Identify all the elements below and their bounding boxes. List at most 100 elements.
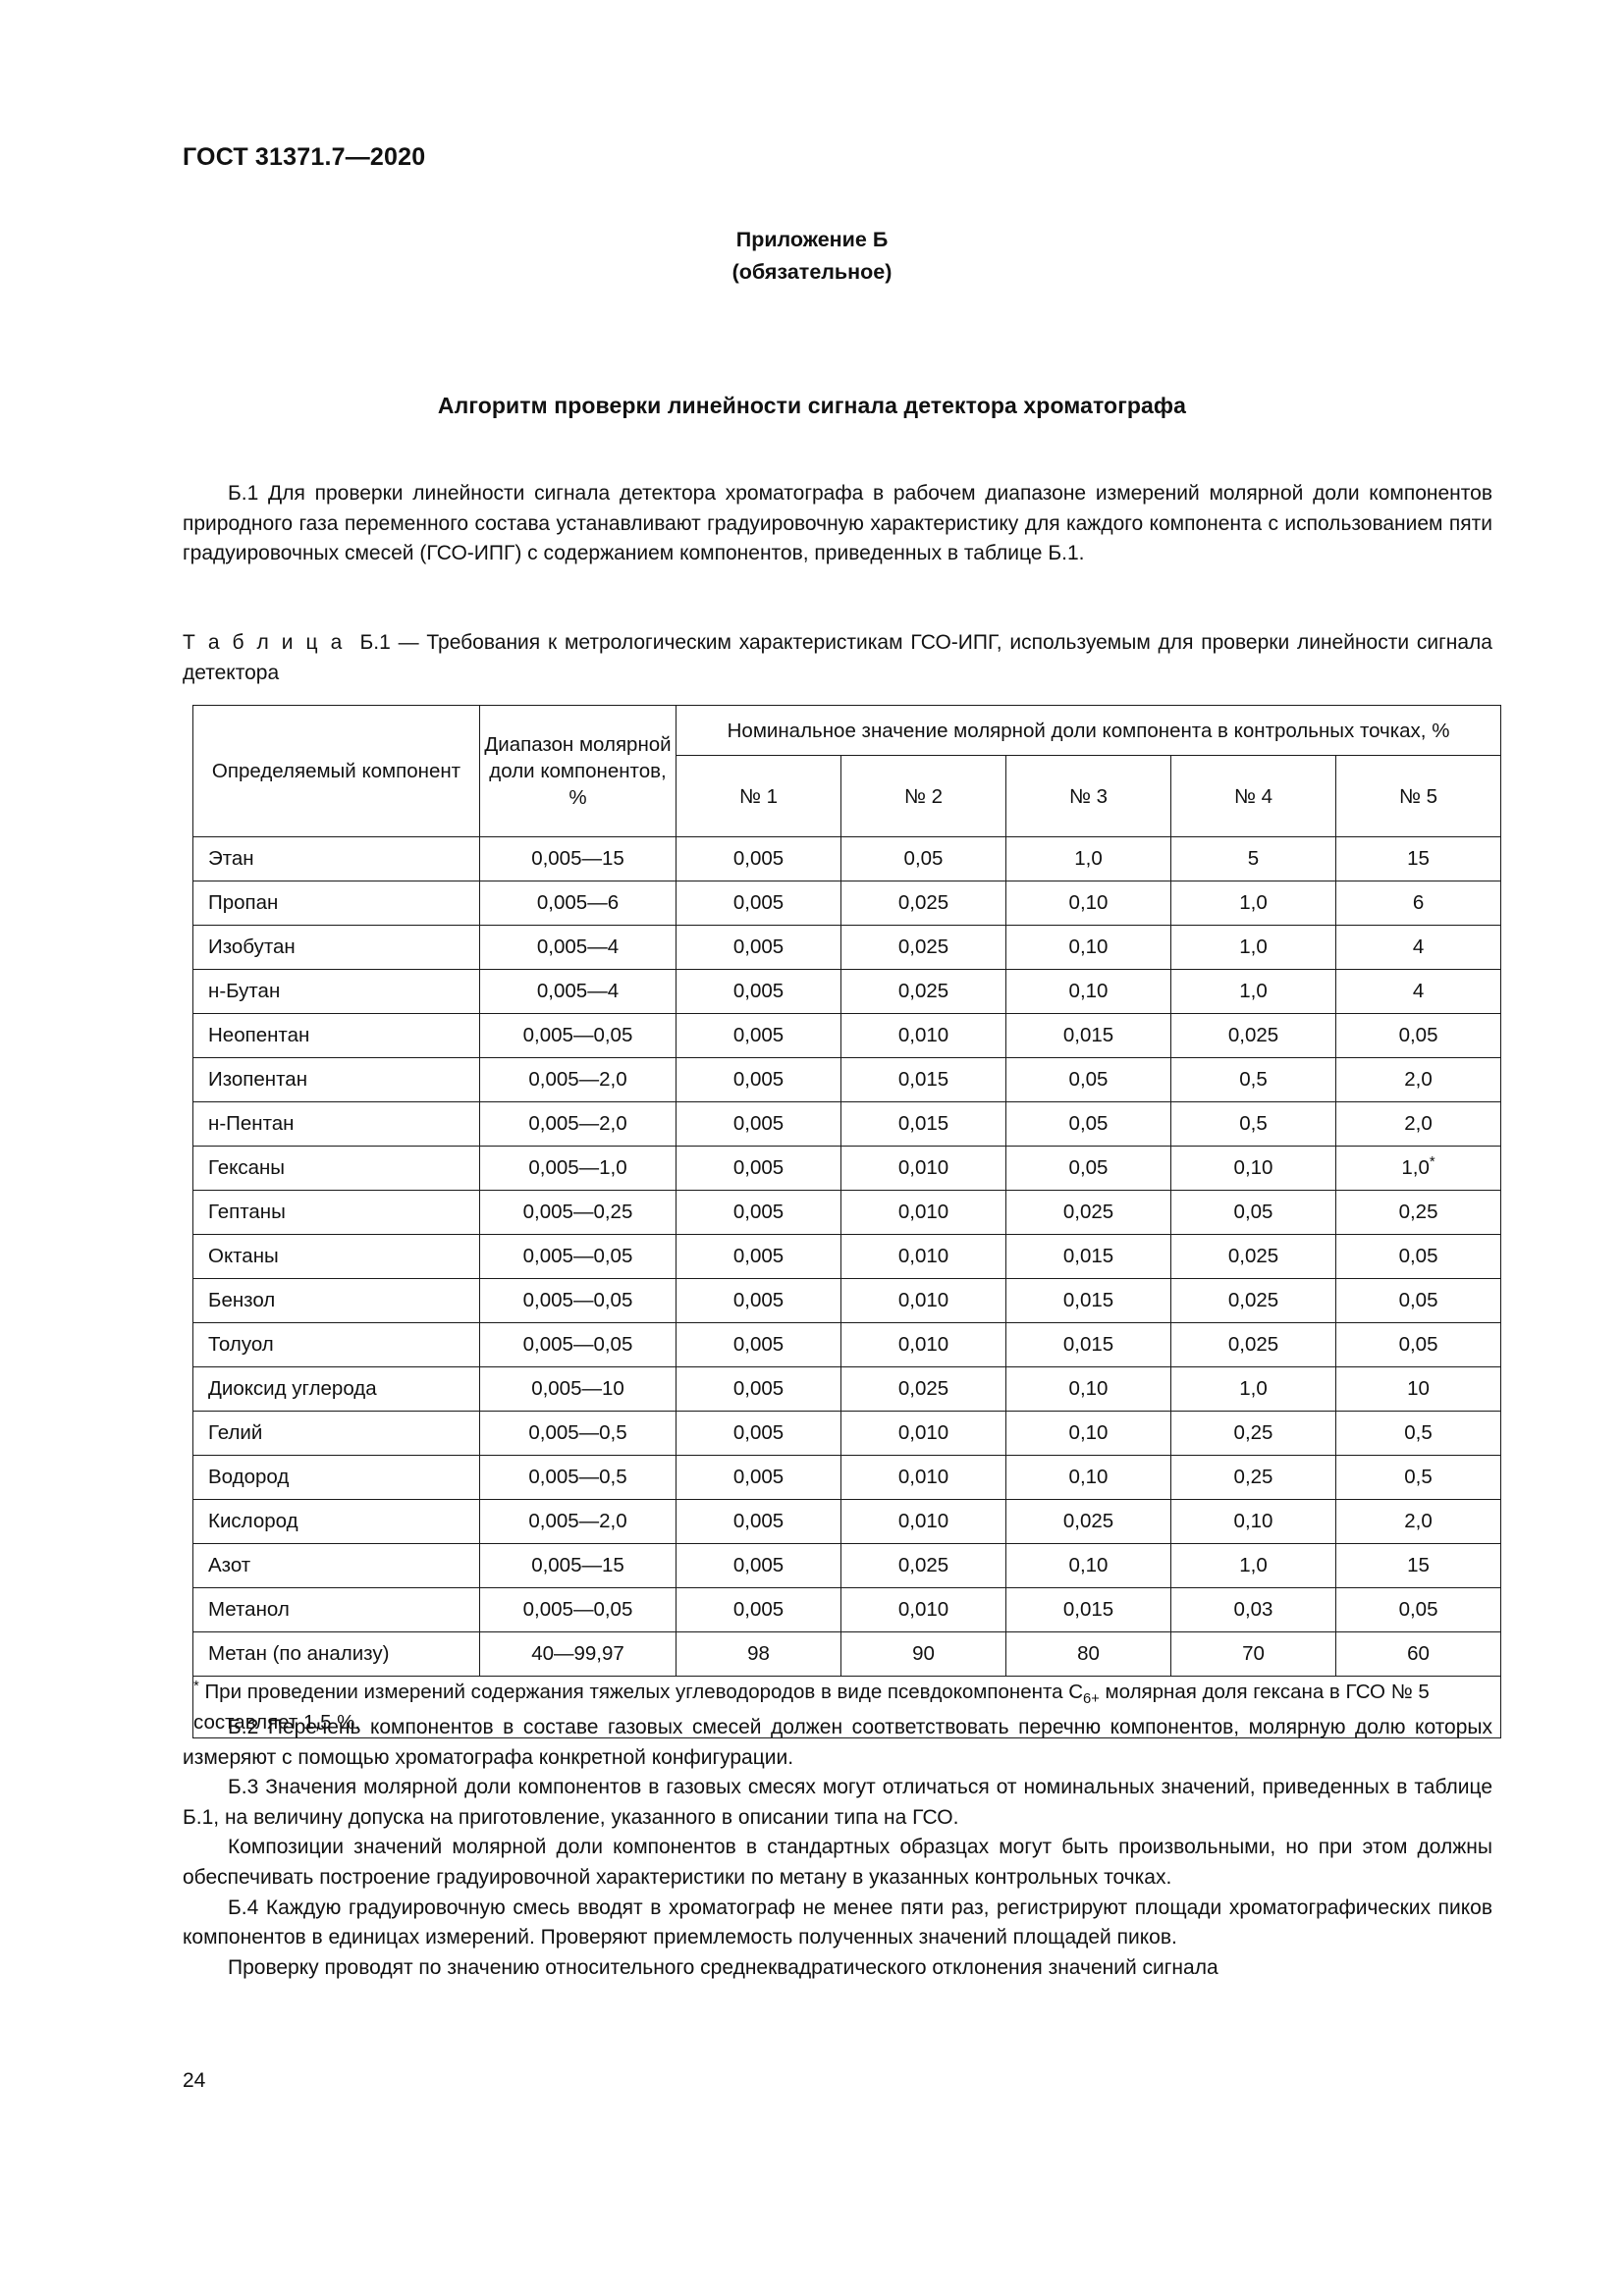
cell-point-1: 0,005: [676, 1411, 841, 1456]
cell-point-3: 0,05: [1005, 1101, 1171, 1147]
cell-range: 0,005—4: [479, 925, 677, 970]
cell-point-5: 0,05: [1334, 1322, 1502, 1367]
cell-point-2: 90: [840, 1631, 1006, 1677]
table-caption-container: Т а б л и ц а Б.1 — Требования к метроло…: [183, 628, 1492, 688]
table-row: Диоксид углерода 0,005—10 0,005 0,025 0,10 1,…: [192, 1366, 1502, 1412]
cell-point-4: 0,03: [1170, 1587, 1336, 1632]
table-row: Гелий 0,005—0,5 0,005 0,010 0,10 0,25 0,5: [192, 1411, 1502, 1456]
cell-range: 0,005—0,05: [479, 1322, 677, 1367]
cell-point-2: 0,010: [840, 1411, 1006, 1456]
cell-range: 0,005—0,5: [479, 1411, 677, 1456]
table-row: н-Бутан 0,005—4 0,005 0,025 0,10 1,0 4: [192, 969, 1502, 1014]
cell-component-name: Этан: [192, 836, 480, 881]
cell-point-2: 0,010: [840, 1234, 1006, 1279]
cell-range: 0,005—2,0: [479, 1499, 677, 1544]
cell-point-5: 0,5: [1334, 1411, 1502, 1456]
cell-range: 0,005—0,5: [479, 1455, 677, 1500]
cell-point-1: 0,005: [676, 1455, 841, 1500]
cell-point-1: 0,005: [676, 1278, 841, 1323]
cell-point-4: 1,0: [1170, 1543, 1336, 1588]
cell-point-2: 0,010: [840, 1499, 1006, 1544]
cell-point-3: 0,015: [1005, 1234, 1171, 1279]
cell-point-4: 0,025: [1170, 1278, 1336, 1323]
page-number: 24: [183, 2069, 206, 2092]
cell-point-3: 0,05: [1005, 1146, 1171, 1191]
table-row: Бензол 0,005—0,05 0,005 0,010 0,015 0,025 0,05: [192, 1278, 1502, 1323]
document-standard-number: ГОСТ 31371.7—2020: [183, 143, 426, 171]
cell-point-5: 2,0: [1334, 1499, 1502, 1544]
cell-component-name: Кислород: [192, 1499, 480, 1544]
cell-point-4: 0,25: [1170, 1455, 1336, 1500]
cell-point-5: 0,05: [1334, 1234, 1502, 1279]
cell-point-2: 0,025: [840, 881, 1006, 926]
table-footnote: * При проведении измерений содержания тя…: [191, 1676, 1502, 1738]
cell-range: 0,005—1,0: [479, 1146, 677, 1191]
table-footnote-row: * При проведении измерений содержания тя…: [191, 1676, 1502, 1738]
cell-point-5: 0,05: [1334, 1587, 1502, 1632]
table-b1: Определяемый компонент Диапазон молярной…: [191, 705, 1502, 1738]
cell-point-4: 0,05: [1170, 1190, 1336, 1235]
cell-point-2: 0,05: [840, 836, 1006, 881]
cell-point-1: 0,005: [676, 969, 841, 1014]
cell-point-5: 1,0*: [1334, 1146, 1502, 1191]
cell-point-3: 0,10: [1005, 881, 1171, 926]
cell-point-2: 0,010: [840, 1587, 1006, 1632]
paragraph-b2: Б.2 Перечень компонентов в составе газов…: [183, 1716, 1492, 1769]
cell-range: 0,005—2,0: [479, 1101, 677, 1147]
cell-point-2: 0,010: [840, 1013, 1006, 1058]
cell-point-1: 0,005: [676, 1146, 841, 1191]
cell-point-4: 1,0: [1170, 925, 1336, 970]
table-caption-text: — Требования к метрологическим характери…: [183, 631, 1492, 684]
th-point-3: № 3: [1005, 755, 1171, 837]
cell-component-name: Гексаны: [192, 1146, 480, 1191]
th-point-2: № 2: [840, 755, 1006, 837]
cell-range: 0,005—15: [479, 836, 677, 881]
table-row: Водород 0,005—0,5 0,005 0,010 0,10 0,25 0,5: [192, 1455, 1502, 1500]
cell-component-name: Изопентан: [192, 1057, 480, 1102]
cell-point-5: 0,05: [1334, 1278, 1502, 1323]
cell-point-3: 0,025: [1005, 1190, 1171, 1235]
cell-point-3: 0,10: [1005, 1455, 1171, 1500]
table-row: н-Пентан 0,005—2,0 0,005 0,015 0,05 0,5 2,0: [192, 1101, 1502, 1147]
cell-component-name: Изобутан: [192, 925, 480, 970]
th-component: Определяемый компонент: [192, 705, 480, 837]
th-nominal-group: Номинальное значение молярной доли компо…: [675, 705, 1502, 756]
cell-point-1: 0,005: [676, 1101, 841, 1147]
cell-point-5: 0,25: [1334, 1190, 1502, 1235]
cell-point-1: 0,005: [676, 836, 841, 881]
cell-point-1: 0,005: [676, 1057, 841, 1102]
cell-point-2: 0,010: [840, 1190, 1006, 1235]
cell-point-4: 70: [1170, 1631, 1336, 1677]
cell-point-4: 5: [1170, 836, 1336, 881]
cell-point-4: 1,0: [1170, 1366, 1336, 1412]
cell-point-5: 10: [1334, 1366, 1502, 1412]
cell-point-4: 0,25: [1170, 1411, 1336, 1456]
cell-component-name: Толуол: [192, 1322, 480, 1367]
table-row: Пропан 0,005—6 0,005 0,025 0,10 1,0 6: [192, 881, 1502, 926]
cell-range: 0,005—2,0: [479, 1057, 677, 1102]
cell-point-3: 0,10: [1005, 969, 1171, 1014]
cell-point-4: 0,025: [1170, 1322, 1336, 1367]
cell-point-1: 0,005: [676, 1322, 841, 1367]
paragraph-b3a: Композиции значений молярной доли компон…: [183, 1836, 1492, 1889]
cell-point-5: 6: [1334, 881, 1502, 926]
annex-title: Алгоритм проверки линейности сигнала дет…: [437, 393, 1187, 418]
cell-point-3: 0,015: [1005, 1322, 1171, 1367]
cell-point-1: 98: [676, 1631, 841, 1677]
cell-point-5: 4: [1334, 925, 1502, 970]
cell-range: 0,005—0,25: [479, 1190, 677, 1235]
annex-heading-block: Приложение Б (обязательное): [0, 224, 1624, 289]
cell-point-4: 0,5: [1170, 1101, 1336, 1147]
cell-point-5: 2,0: [1334, 1101, 1502, 1147]
table-row: Изобутан 0,005—4 0,005 0,025 0,10 1,0 4: [192, 925, 1502, 970]
cell-point-3: 1,0: [1005, 836, 1171, 881]
cell-range: 0,005—0,05: [479, 1013, 677, 1058]
paragraphs-tail: Б.2 Перечень компонентов в составе газов…: [183, 1713, 1492, 1983]
cell-point-3: 0,10: [1005, 925, 1171, 970]
cell-point-1: 0,005: [676, 1013, 841, 1058]
cell-point-1: 0,005: [676, 1366, 841, 1412]
footnote-marker: *: [1429, 1154, 1435, 1171]
cell-point-1: 0,005: [676, 1587, 841, 1632]
cell-point-1: 0,005: [676, 1499, 841, 1544]
